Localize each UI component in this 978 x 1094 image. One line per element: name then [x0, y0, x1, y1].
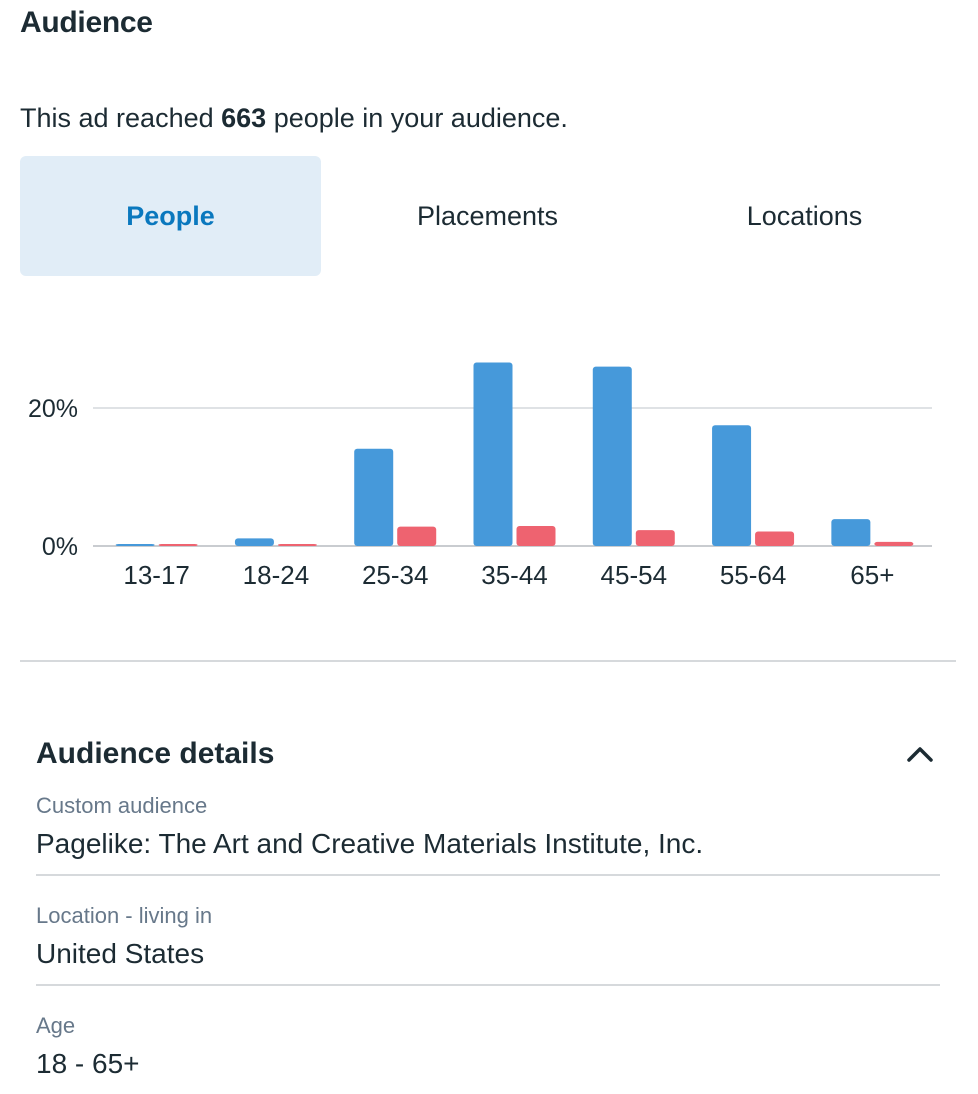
- bar: [158, 544, 198, 546]
- detail-location: Location - living in United States: [36, 902, 940, 972]
- tab-placements[interactable]: Placements: [416, 200, 559, 231]
- detail-label: Custom audience: [36, 793, 208, 818]
- audience-details-title: Audience details: [36, 737, 275, 770]
- bar: [635, 530, 675, 546]
- detail-label: Age: [36, 1013, 76, 1038]
- row-divider: [36, 874, 940, 876]
- bar: [874, 541, 914, 546]
- bar: [354, 448, 394, 546]
- x-tick-label: 45-54: [601, 560, 668, 590]
- bar: [115, 544, 155, 546]
- bar: [831, 519, 871, 546]
- reach-prefix: This ad reached: [20, 103, 222, 133]
- x-tick-label: 55-64: [720, 560, 787, 590]
- audience-tabs: People Placements Locations: [20, 156, 938, 276]
- age-chart-svg: 0% 20% 13-17 18-24 25-34 35-44 45-54 55-64 65+: [28, 362, 932, 590]
- detail-custom-audience: Custom audience Pagelike: The Art and Cr…: [36, 792, 940, 862]
- detail-value: 18 - 65+: [36, 1048, 140, 1079]
- bar: [712, 425, 752, 546]
- y-tick-label: 20%: [28, 395, 78, 423]
- chevron-up-icon: [907, 747, 933, 762]
- x-tick-label: 18-24: [243, 560, 310, 590]
- detail-age: Age 18 - 65+: [36, 1012, 940, 1082]
- tab-people[interactable]: People: [20, 156, 321, 276]
- tab-locations[interactable]: Locations: [746, 200, 863, 231]
- bar: [473, 362, 513, 546]
- x-tick-label: 13-17: [123, 560, 190, 590]
- collapse-details-button[interactable]: [900, 736, 940, 772]
- reach-summary: This ad reached 663 people in your audie…: [20, 103, 568, 134]
- section-divider: [20, 660, 956, 662]
- reach-count: 663: [221, 103, 267, 133]
- bar: [277, 544, 317, 546]
- detail-label: Location - living in: [36, 903, 213, 928]
- y-tick-label: 0%: [42, 533, 78, 561]
- row-divider: [36, 984, 940, 986]
- age-distribution-chart: 0% 20% 13-17 18-24 25-34 35-44 45-54 55-64 65+: [0, 330, 978, 610]
- reach-suffix: people in your audience.: [266, 103, 568, 133]
- bar: [516, 525, 556, 546]
- detail-value: Pagelike: The Art and Creative Materials…: [36, 828, 704, 859]
- x-tick-label: 25-34: [362, 560, 429, 590]
- detail-value: United States: [36, 938, 205, 969]
- x-tick-label: 35-44: [481, 560, 548, 590]
- bar: [234, 538, 274, 546]
- bar: [397, 526, 437, 546]
- bar: [755, 531, 795, 546]
- x-tick-label: 65+: [850, 560, 894, 590]
- bar: [592, 366, 632, 546]
- audience-title: Audience: [20, 6, 153, 39]
